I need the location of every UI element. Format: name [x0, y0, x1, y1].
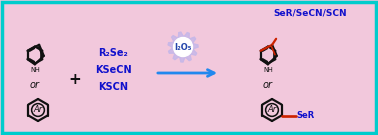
Text: or: or	[263, 80, 273, 90]
Text: KSeCN: KSeCN	[94, 65, 131, 75]
Text: NH: NH	[31, 67, 40, 73]
Text: R₂Se₂: R₂Se₂	[98, 48, 128, 58]
Text: Ar: Ar	[33, 105, 43, 114]
Circle shape	[174, 38, 192, 57]
Text: NH: NH	[263, 67, 273, 73]
Text: Ar: Ar	[267, 105, 277, 114]
Text: or: or	[30, 80, 40, 90]
Text: I₂O₅: I₂O₅	[174, 43, 192, 51]
Text: SeR/SeCN/SCN: SeR/SeCN/SCN	[273, 9, 347, 18]
Polygon shape	[168, 32, 198, 62]
FancyBboxPatch shape	[2, 2, 376, 133]
Text: KSCN: KSCN	[98, 82, 128, 92]
Text: +: +	[69, 72, 81, 87]
Text: SeR: SeR	[296, 111, 315, 120]
